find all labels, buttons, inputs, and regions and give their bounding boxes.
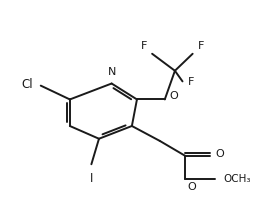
Text: OCH₃: OCH₃: [223, 174, 250, 184]
Text: O: O: [169, 91, 178, 101]
Text: Cl: Cl: [22, 78, 33, 91]
Text: N: N: [107, 67, 116, 77]
Text: I: I: [90, 172, 93, 185]
Text: O: O: [215, 149, 224, 159]
Text: F: F: [198, 41, 204, 51]
Text: F: F: [187, 77, 194, 87]
Text: O: O: [187, 182, 196, 192]
Text: F: F: [141, 41, 147, 51]
